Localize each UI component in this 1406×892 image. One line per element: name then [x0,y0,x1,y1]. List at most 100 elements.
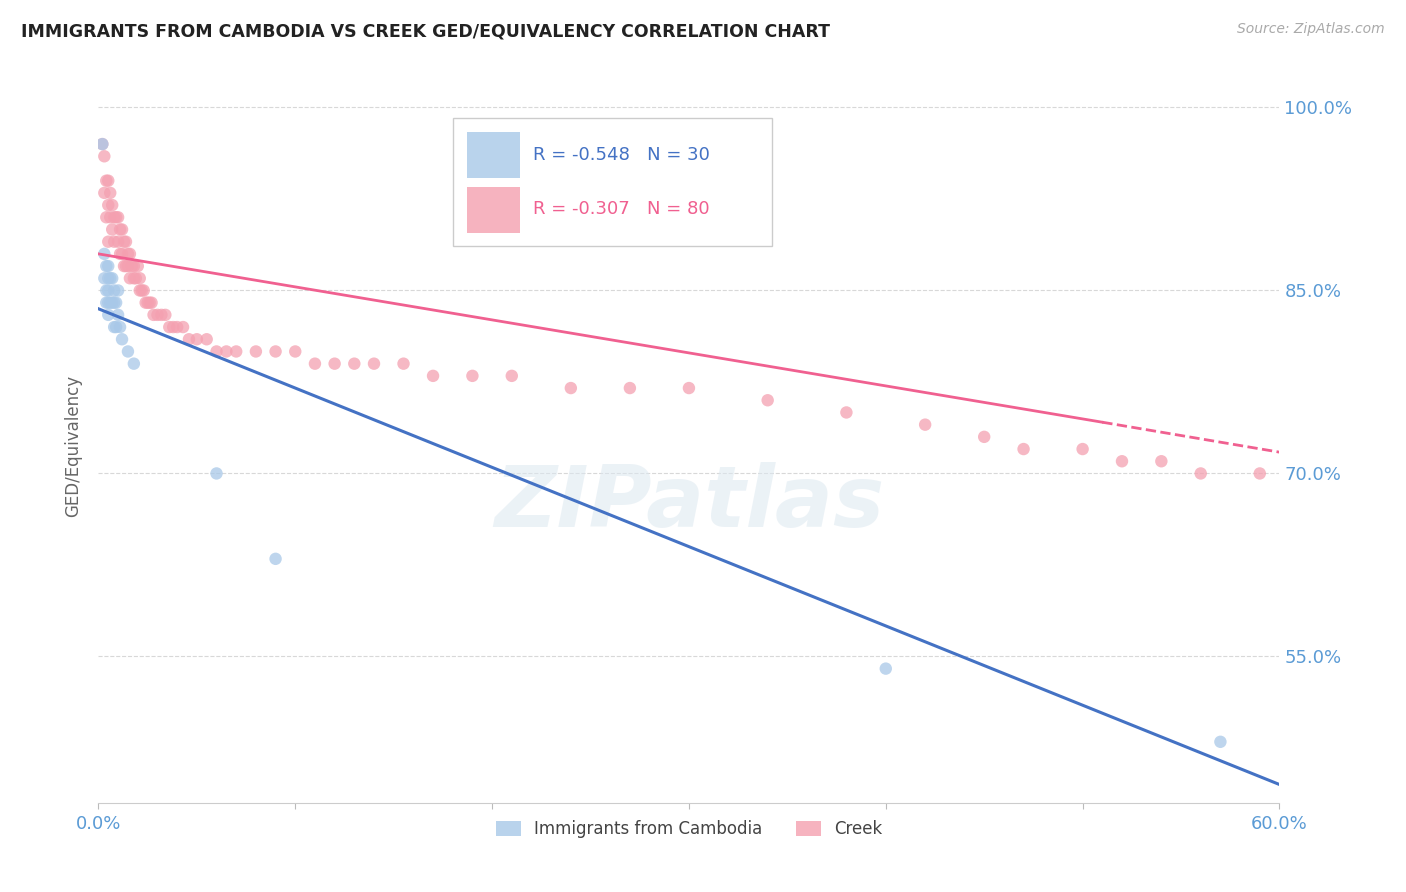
Point [93,271,115,285]
Point [205,467,228,481]
Point [107,211,129,225]
Point [1209,735,1232,749]
Point [101,198,124,212]
Point [97,308,120,322]
Point [108,222,131,236]
Point [97,235,120,249]
Point [560,381,582,395]
Point [97,271,120,285]
Point [284,344,307,359]
Point [101,295,124,310]
Point [118,271,141,285]
Point [117,247,139,261]
Point [96,211,118,225]
Point [135,295,157,310]
Point [678,381,700,395]
Legend: Immigrants from Cambodia, Creek: Immigrants from Cambodia, Creek [489,814,889,845]
Point [122,259,145,273]
Point [245,344,267,359]
Point [875,662,897,676]
Point [205,344,228,359]
Point [138,295,160,310]
Point [96,295,118,310]
Point [105,211,128,225]
Point [97,174,120,188]
Point [98,271,121,285]
Point [215,344,238,359]
Point [264,551,287,566]
Point [131,284,153,298]
Point [91,137,114,152]
Point [103,295,125,310]
Point [1012,442,1035,456]
Point [1071,442,1094,456]
Point [93,186,115,200]
Point [195,332,218,346]
Point [125,271,148,285]
Point [162,320,184,334]
Point [96,259,118,273]
Point [150,308,173,322]
Point [155,308,177,322]
Point [101,271,124,285]
Point [118,247,141,261]
Text: Source: ZipAtlas.com: Source: ZipAtlas.com [1237,22,1385,37]
Point [835,405,858,419]
Point [112,259,135,273]
Point [115,259,138,273]
Point [264,344,287,359]
Point [166,320,188,334]
Text: R = -0.307   N = 80: R = -0.307 N = 80 [533,200,710,218]
Point [121,259,143,273]
Point [107,284,129,298]
Point [97,259,120,273]
Point [103,211,125,225]
Bar [467,132,520,178]
Point [122,357,145,371]
Point [117,344,139,359]
Point [1111,454,1133,468]
Text: IMMIGRANTS FROM CAMBODIA VS CREEK GED/EQUIVALENCY CORRELATION CHART: IMMIGRANTS FROM CAMBODIA VS CREEK GED/EQ… [21,22,830,40]
Point [914,417,936,432]
Point [105,320,128,334]
Point [461,368,484,383]
Point [111,247,134,261]
Point [115,235,138,249]
Point [136,295,159,310]
Point [186,332,208,346]
Point [93,247,115,261]
Point [101,222,124,236]
Point [146,308,169,322]
FancyBboxPatch shape [453,118,772,246]
Point [128,271,150,285]
Point [363,357,385,371]
Point [103,284,125,298]
Y-axis label: GED/Equivalency: GED/Equivalency [65,375,83,517]
Point [117,259,139,273]
Point [93,149,115,163]
Point [142,308,165,322]
Point [112,235,135,249]
Point [756,393,779,408]
Point [501,368,523,383]
Point [304,357,326,371]
Point [91,137,114,152]
Point [973,430,995,444]
Point [225,344,247,359]
Point [97,295,120,310]
Point [1189,467,1212,481]
Point [111,222,134,236]
Point [105,295,128,310]
Point [177,332,200,346]
Point [343,357,366,371]
Point [619,381,641,395]
Point [96,284,118,298]
Point [392,357,415,371]
Point [127,259,149,273]
Point [141,295,163,310]
Point [323,357,346,371]
Point [157,320,180,334]
Point [111,332,134,346]
Point [128,284,150,298]
Point [98,295,121,310]
